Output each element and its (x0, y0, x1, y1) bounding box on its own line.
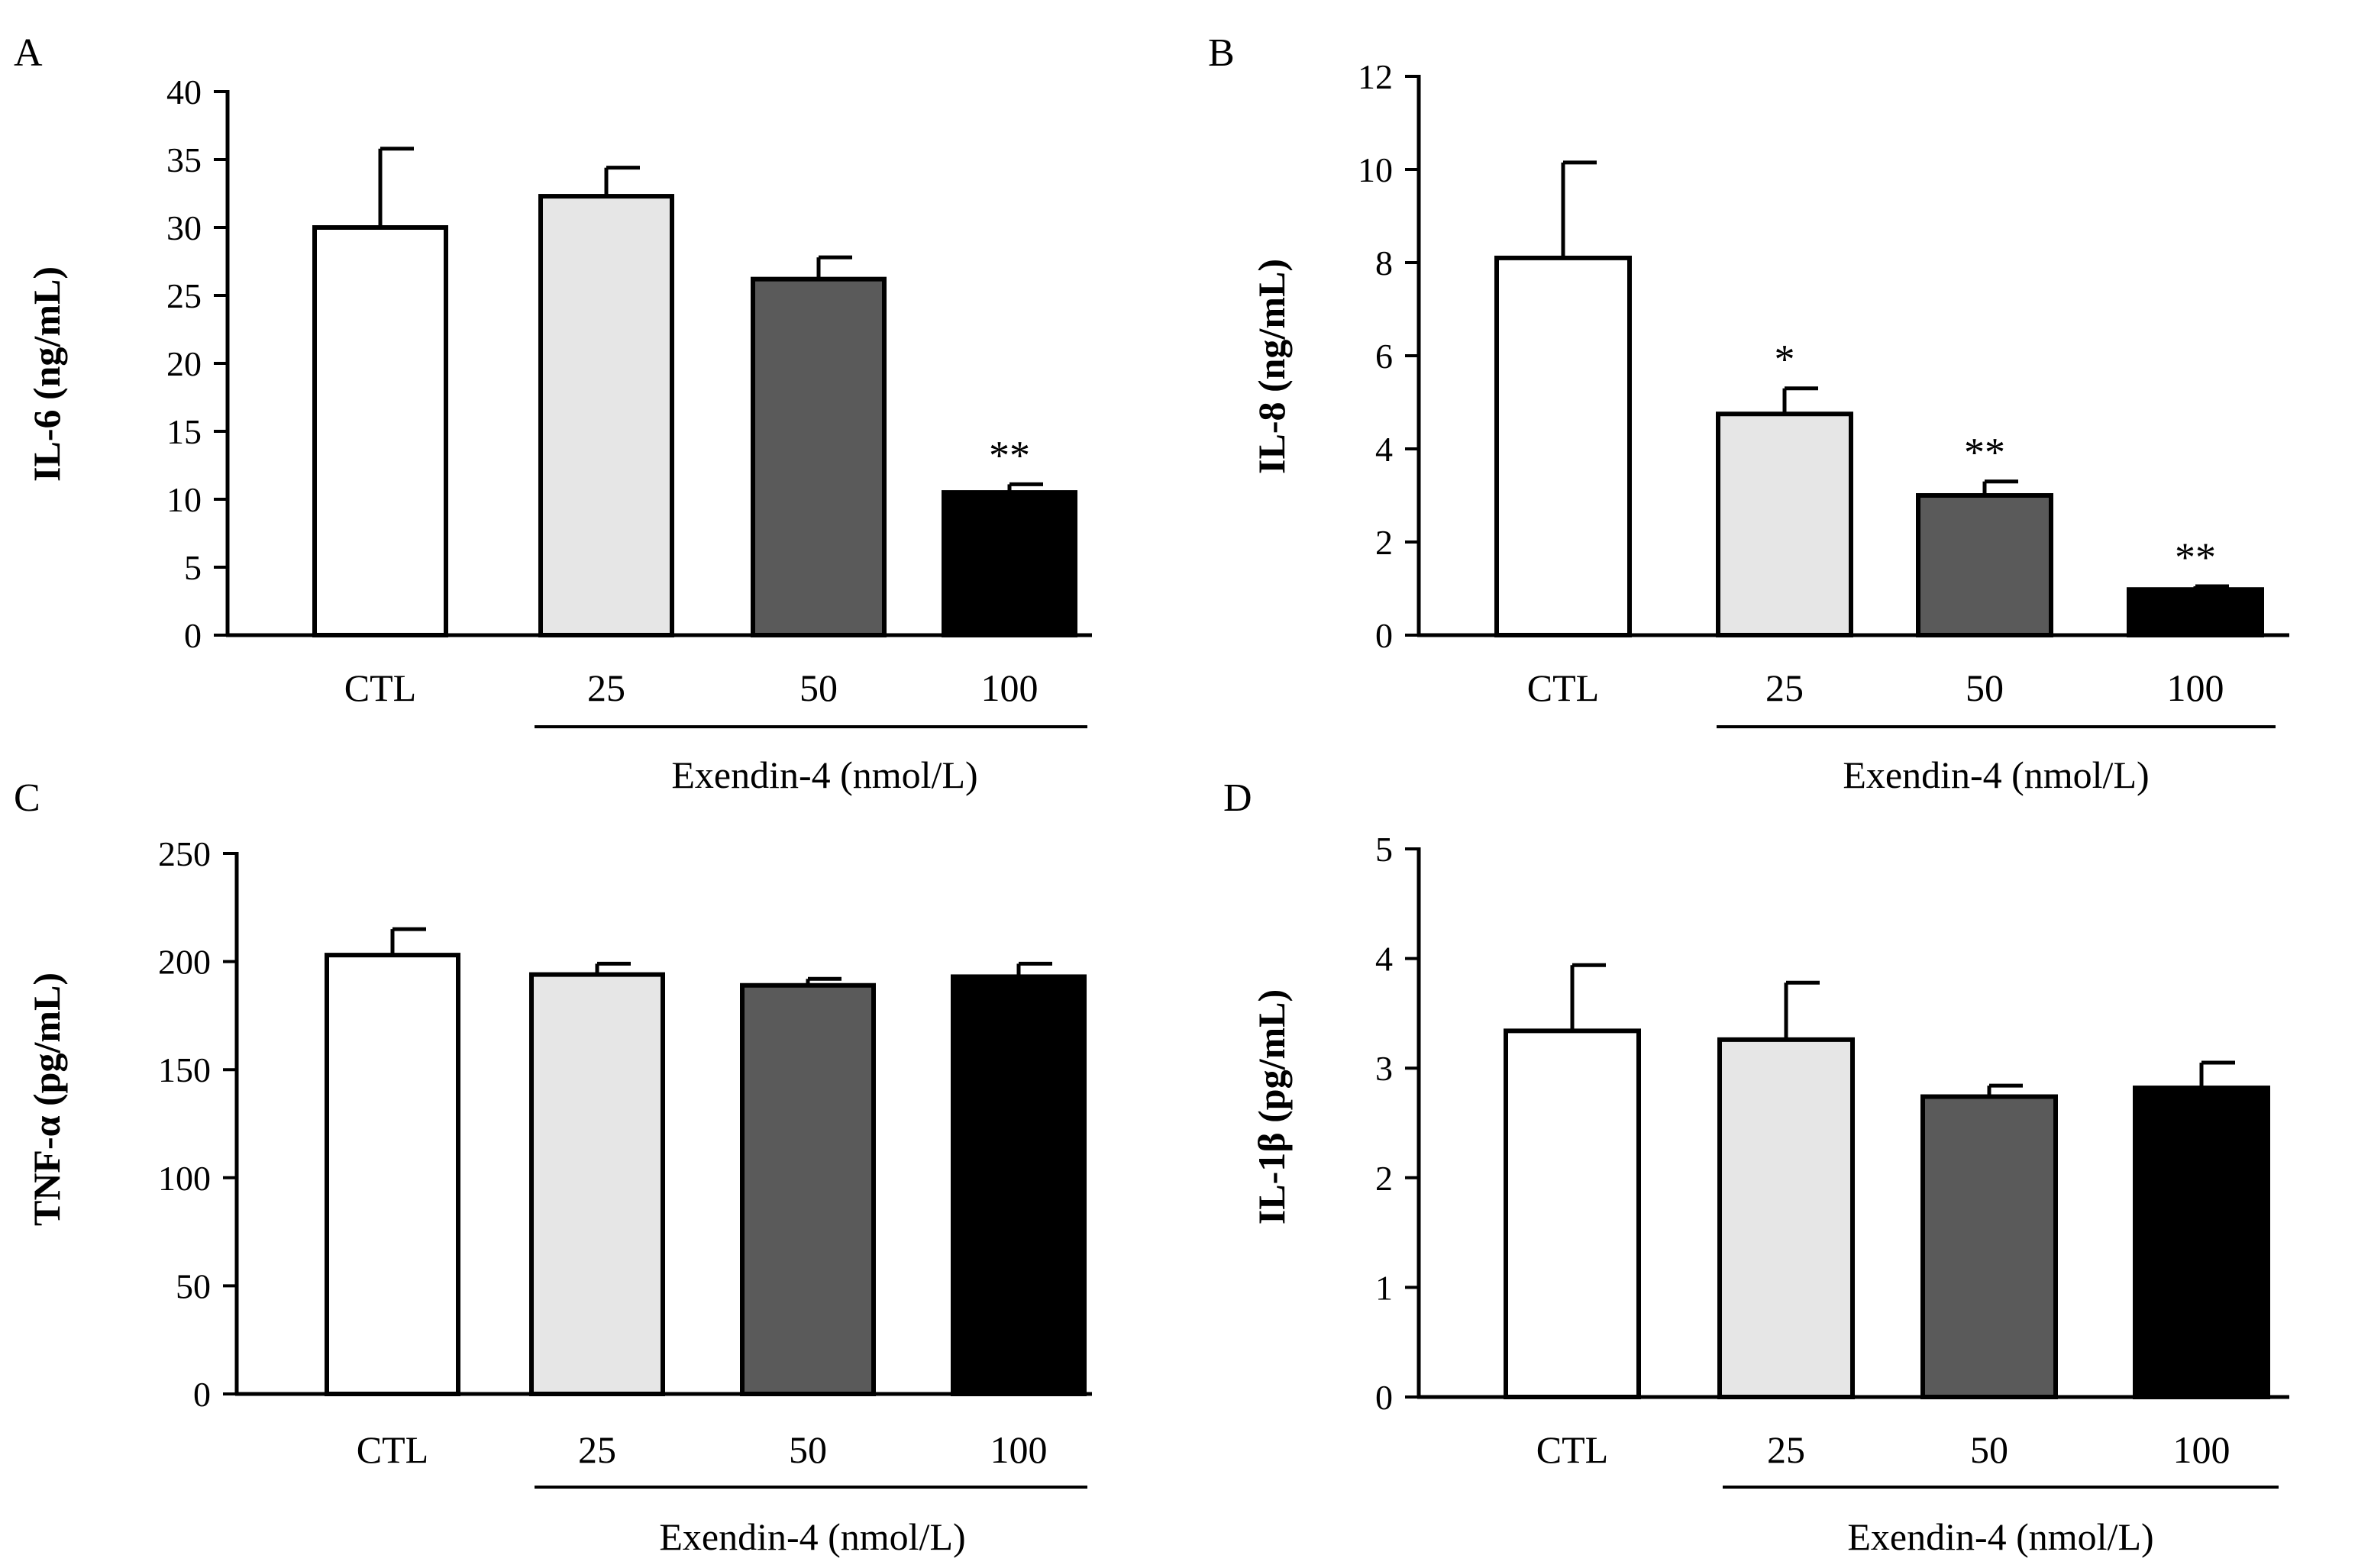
panel-c: C 0 50 100 150 200 250 TNF-α (pg/mL) CTL 25 50 100 E… (14, 776, 1092, 1558)
bar (529, 972, 665, 1397)
y-tick-label: 35 (166, 140, 202, 179)
panel-letter: D (1223, 776, 1252, 820)
y-tick-label: 250 (158, 834, 211, 873)
panel-d: D 0 1 2 3 4 5 IL-1β (pg/mL) CTL 25 50 100 Exendin-4 … (1223, 776, 2289, 1558)
y-tick-label: 50 (176, 1266, 211, 1305)
y-tick-label: 0 (184, 616, 202, 655)
bar (942, 490, 1077, 637)
category-label: 50 (1966, 666, 2004, 709)
y-tick-label: 12 (1358, 57, 1393, 96)
y-tick-label: 4 (1375, 940, 1393, 979)
y-tick-label: 0 (1375, 1378, 1393, 1417)
category-label: 25 (587, 666, 625, 709)
bar (325, 953, 460, 1396)
category-label: CTL (1527, 666, 1599, 709)
y-tick-label: 5 (1375, 830, 1393, 869)
bar (2133, 1086, 2270, 1399)
panel-letter: C (14, 776, 40, 820)
panel-a: A 0 5 10 15 20 25 30 35 40 IL-6 (ng/mL) CTL 25 50 ** 10… (14, 31, 1092, 796)
y-tick-label: 2 (1375, 1159, 1393, 1198)
group-label: Exendin-4 (nmol/L) (671, 753, 977, 796)
y-axis-label: TNF-α (pg/mL) (25, 973, 68, 1226)
y-tick-label: 0 (193, 1375, 211, 1414)
category-label: 25 (1765, 666, 1804, 709)
panel-letter: A (14, 31, 43, 75)
category-label: 50 (799, 666, 838, 709)
category-label: 25 (578, 1428, 616, 1471)
bar (1716, 411, 1853, 637)
bar (1916, 493, 2053, 637)
y-tick-label: 40 (166, 73, 202, 111)
y-tick-label: 25 (166, 276, 202, 315)
y-tick-label: 4 (1375, 430, 1393, 469)
y-tick-label: 5 (184, 548, 202, 587)
y-tick-label: 10 (1358, 150, 1393, 189)
y-axis-label: IL-6 (ng/mL) (25, 266, 68, 482)
category-label: 100 (2173, 1428, 2230, 1471)
significance-label: ** (2175, 534, 2216, 580)
bar (1504, 1028, 1641, 1399)
y-axis-label: IL-1β (pg/mL) (1250, 989, 1293, 1224)
panel-b: B 0 2 4 6 8 10 12 IL-8 (ng/mL) CTL * 25 ** 50 ** 100 Exe… (1208, 31, 2289, 796)
y-tick-label: 6 (1375, 337, 1393, 376)
panel-letter: B (1208, 31, 1235, 75)
significance-label: ** (1964, 430, 2005, 476)
y-tick-label: 100 (158, 1159, 211, 1198)
bar (1920, 1094, 2058, 1399)
y-tick-label: 20 (166, 344, 202, 383)
y-tick-label: 8 (1375, 244, 1393, 282)
bar (312, 225, 448, 637)
group-label: Exendin-4 (nmol/L) (1847, 1515, 2153, 1558)
y-tick-label: 0 (1375, 616, 1393, 655)
bar (1717, 1037, 1855, 1399)
group-label: Exendin-4 (nmol/L) (659, 1515, 965, 1558)
bar (1494, 255, 1632, 637)
bar (751, 276, 887, 637)
bar (2127, 587, 2264, 637)
category-label: CTL (344, 666, 416, 709)
category-label: 100 (990, 1428, 1048, 1471)
y-tick-label: 1 (1375, 1268, 1393, 1307)
y-tick-label: 200 (158, 943, 211, 982)
category-label: 50 (789, 1428, 827, 1471)
significance-label: * (1775, 337, 1795, 382)
category-label: CTL (357, 1428, 428, 1471)
y-tick-label: 30 (166, 208, 202, 247)
category-label: 25 (1767, 1428, 1805, 1471)
group-label: Exendin-4 (nmol/L) (1843, 753, 2149, 796)
bar (538, 194, 674, 637)
y-tick-label: 150 (158, 1050, 211, 1089)
category-label: CTL (1536, 1428, 1608, 1471)
y-tick-label: 15 (166, 412, 202, 451)
bar (951, 974, 1087, 1396)
y-tick-label: 2 (1375, 523, 1393, 562)
y-tick-label: 10 (166, 480, 202, 519)
category-label: 100 (2167, 666, 2224, 709)
bar (740, 982, 876, 1396)
category-label: 50 (1970, 1428, 2008, 1471)
y-axis-label: IL-8 (ng/mL) (1250, 259, 1293, 474)
category-label: 100 (981, 666, 1039, 709)
y-tick-label: 3 (1375, 1049, 1393, 1088)
significance-label: ** (989, 432, 1030, 478)
